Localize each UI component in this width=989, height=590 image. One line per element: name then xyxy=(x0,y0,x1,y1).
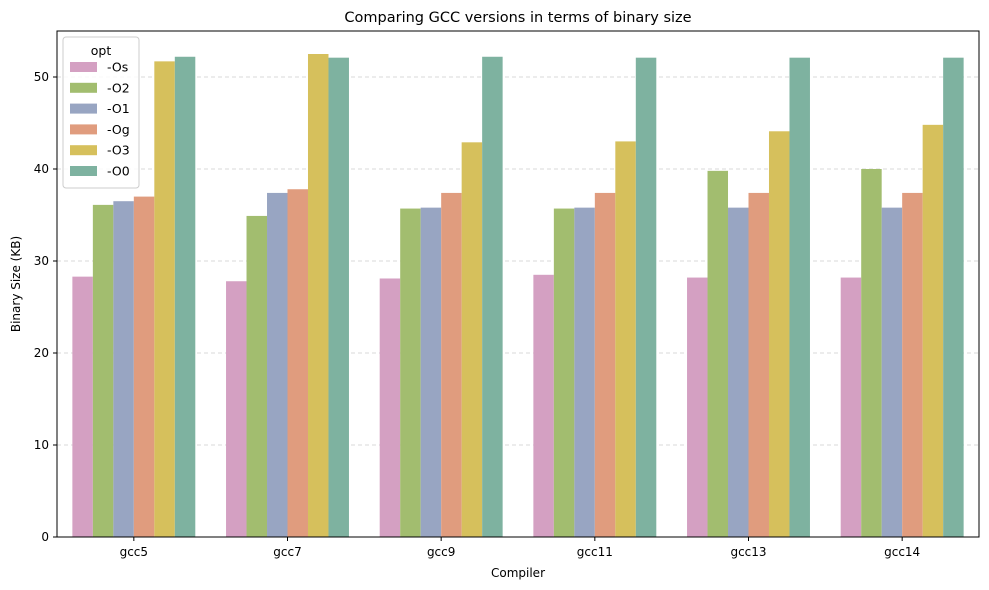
bar-gcc11-Og xyxy=(594,192,616,538)
bar-gcc11-O0 xyxy=(635,57,657,538)
bar-gcc13-Og xyxy=(748,192,769,538)
x-tick-label-gcc7: gcc7 xyxy=(273,545,301,559)
bar-gcc9-O0 xyxy=(482,56,503,537)
bars xyxy=(72,54,964,538)
legend-swatch xyxy=(70,124,97,135)
bar-gcc14-O0 xyxy=(943,57,964,538)
bar-gcc7-O3 xyxy=(307,54,329,537)
bar-gcc5-O2 xyxy=(92,204,114,537)
legend-label: -O0 xyxy=(107,164,130,179)
bar-gcc9-O1 xyxy=(420,207,442,537)
bar-gcc5-O1 xyxy=(113,201,134,537)
x-tick-label-gcc11: gcc11 xyxy=(577,545,613,559)
bar-gcc9-O2 xyxy=(400,208,421,537)
legend-title: opt xyxy=(91,43,112,58)
x-tick-label-gcc13: gcc13 xyxy=(730,545,766,559)
y-axis-label: Binary Size (KB) xyxy=(9,236,23,332)
legend-label: -Os xyxy=(107,60,128,75)
legend-swatch xyxy=(70,145,97,156)
bar-gcc13-Os xyxy=(687,277,708,537)
bar-gcc7-Og xyxy=(287,189,308,538)
legend-label: -O2 xyxy=(107,80,130,95)
bar-gcc11-Os xyxy=(533,274,554,537)
bar-gcc5-Og xyxy=(133,196,155,537)
bar-gcc14-O2 xyxy=(861,169,882,537)
y-tick-label: 30 xyxy=(34,254,49,268)
chart-title: Comparing GCC versions in terms of binar… xyxy=(344,10,691,26)
bar-gcc14-Og xyxy=(902,192,923,538)
bar-gcc13-O3 xyxy=(768,131,790,537)
bar-gcc7-Os xyxy=(226,281,247,537)
bar-gcc14-Os xyxy=(840,277,862,537)
legend-label: -Og xyxy=(107,122,130,137)
bar-gcc14-O3 xyxy=(922,124,944,537)
bar-gcc9-Os xyxy=(379,278,401,537)
y-tick-label: 20 xyxy=(34,346,49,360)
bar-gcc7-O1 xyxy=(267,192,288,538)
bar-gcc5-Os xyxy=(72,276,93,537)
y-tick-label: 10 xyxy=(34,438,49,452)
bar-gcc5-O3 xyxy=(154,61,175,538)
x-tick-label-gcc9: gcc9 xyxy=(427,545,455,559)
bar-gcc11-O1 xyxy=(574,207,595,537)
legend-items: -Os -O2 -O1 -Og -O3 -O0 xyxy=(70,60,130,179)
legend-swatch xyxy=(70,82,97,93)
bar-gcc13-O0 xyxy=(789,57,810,538)
bar-gcc13-O2 xyxy=(707,170,729,537)
legend: opt -Os -O2 -O1 -Og -O3 -O0 xyxy=(62,36,140,189)
bar-gcc7-O2 xyxy=(246,215,268,538)
legend-swatch xyxy=(70,166,97,176)
x-tick-label-gcc14: gcc14 xyxy=(884,545,920,559)
bar-gcc13-O1 xyxy=(728,207,749,537)
legend-label: -O1 xyxy=(107,101,130,116)
legend-label: -O3 xyxy=(107,143,130,158)
bar-gcc5-O0 xyxy=(174,56,196,537)
x-axis-label: Compiler xyxy=(491,566,545,580)
bar-gcc11-O2 xyxy=(553,208,575,537)
bar-gcc11-O3 xyxy=(615,141,636,537)
x-axis-ticks: gcc5 gcc7 gcc9 gcc11 gcc13 gcc14 xyxy=(120,537,920,559)
legend-swatch xyxy=(70,62,97,72)
bar-gcc7-O0 xyxy=(328,57,349,538)
bar-gcc14-O1 xyxy=(881,207,903,537)
y-axis-ticks: 0 10 20 30 40 50 xyxy=(34,70,57,544)
bar-gcc9-O3 xyxy=(461,142,483,537)
y-tick-label: 0 xyxy=(41,530,49,544)
y-tick-label: 40 xyxy=(34,162,49,176)
bar-gcc9-Og xyxy=(441,192,462,538)
plot-frame xyxy=(56,30,980,538)
legend-swatch xyxy=(70,103,97,114)
x-tick-label-gcc5: gcc5 xyxy=(120,545,148,559)
y-tick-label: 50 xyxy=(34,70,49,84)
